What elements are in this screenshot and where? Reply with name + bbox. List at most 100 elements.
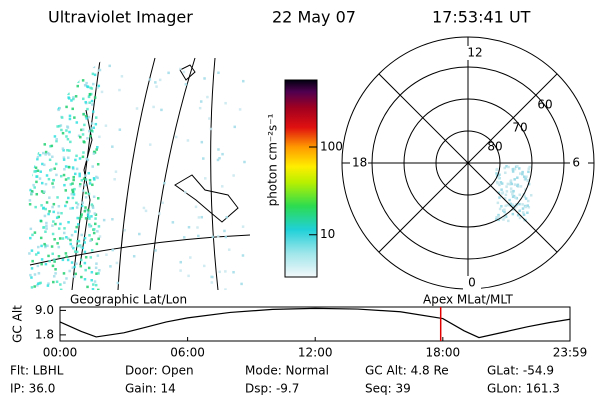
image-pixel (39, 170, 42, 173)
image-pixel (48, 158, 52, 162)
y-tick-label: 9.0 (35, 303, 54, 317)
image-pixel (505, 165, 508, 168)
image-pixel (90, 99, 94, 103)
image-pixel (29, 113, 33, 117)
image-pixel (515, 196, 519, 200)
image-pixel (85, 117, 88, 120)
image-pixel (526, 204, 530, 207)
image-pixel (518, 216, 522, 220)
image-pixel (29, 227, 33, 231)
image-pixel (116, 281, 120, 285)
image-pixel (521, 207, 525, 210)
image-pixel (75, 121, 79, 124)
image-pixel (28, 151, 32, 154)
image-pixel (93, 178, 96, 181)
image-pixel (33, 64, 37, 68)
image-pixel (97, 272, 100, 275)
image-pixel (115, 261, 119, 265)
image-pixel (62, 68, 66, 72)
image-pixel (61, 95, 64, 98)
image-pixel (48, 102, 51, 106)
image-pixel (48, 210, 51, 213)
info-field: IP: 36.0 (10, 382, 55, 396)
image-pixel (89, 86, 92, 90)
image-pixel (189, 256, 192, 259)
image-pixel (80, 275, 83, 279)
image-pixel (186, 139, 190, 142)
x-tick-label: 06:00 (170, 346, 205, 360)
image-pixel (86, 85, 89, 88)
time: 17:53:41 UT (432, 8, 531, 27)
image-pixel (70, 61, 74, 64)
image-pixel (48, 259, 51, 263)
image-pixel (37, 251, 40, 255)
image-pixel (509, 179, 513, 182)
image-pixel (28, 203, 32, 206)
image-pixel (88, 225, 91, 228)
image-pixel (36, 106, 40, 110)
image-pixel (60, 211, 63, 215)
image-pixel (40, 135, 43, 139)
image-pixel (68, 269, 71, 273)
image-pixel (65, 105, 68, 109)
image-pixel (65, 200, 69, 204)
label-bg (466, 46, 484, 60)
image-pixel (94, 116, 98, 119)
image-pixel (61, 258, 65, 262)
image-pixel (65, 255, 68, 258)
image-pixel (87, 115, 91, 119)
image-pixel (88, 234, 91, 237)
image-pixel (187, 225, 191, 229)
image-pixel (34, 253, 38, 256)
image-pixel (58, 106, 62, 110)
image-pixel (46, 102, 50, 105)
image-pixel (75, 167, 79, 171)
image-pixel (90, 270, 94, 274)
image-pixel (512, 204, 515, 208)
image-pixel (502, 218, 505, 221)
image-pixel (71, 107, 74, 111)
image-pixel (523, 195, 526, 198)
image-pixel (210, 275, 213, 279)
image-pixel (55, 139, 58, 143)
image-pixel (510, 182, 513, 186)
image-pixel (527, 182, 531, 186)
image-pixel (74, 95, 78, 98)
image-pixel (65, 135, 68, 138)
image-pixel (42, 226, 46, 229)
image-pixel (36, 264, 40, 268)
image-pixel (32, 183, 35, 187)
image-pixel (61, 237, 65, 240)
image-pixel (518, 167, 521, 170)
image-pixel (44, 153, 47, 156)
image-pixel (81, 201, 84, 204)
image-pixel (53, 167, 56, 170)
image-pixel (50, 168, 53, 171)
image-pixel (39, 236, 43, 240)
image-pixel (35, 175, 38, 178)
image-pixel (45, 221, 48, 225)
image-pixel (32, 165, 36, 168)
image-pixel (194, 205, 198, 209)
image-pixel (55, 103, 59, 106)
image-pixel (40, 262, 43, 266)
image-pixel (66, 258, 70, 262)
image-pixel (34, 166, 38, 170)
image-pixel (94, 222, 97, 226)
image-pixel (36, 282, 40, 285)
image-pixel (86, 107, 89, 111)
image-pixel (43, 143, 47, 146)
image-pixel (33, 231, 37, 234)
image-pixel (102, 218, 106, 222)
image-pixel (83, 250, 87, 254)
image-pixel (90, 238, 94, 241)
image-pixel (95, 148, 98, 151)
image-pixel (218, 270, 221, 274)
image-pixel (56, 106, 60, 110)
image-pixel (216, 158, 220, 162)
image-pixel (76, 240, 79, 243)
image-pixel (497, 213, 500, 217)
label-bg (350, 156, 368, 170)
image-pixel (56, 81, 60, 84)
image-pixel (54, 222, 57, 226)
